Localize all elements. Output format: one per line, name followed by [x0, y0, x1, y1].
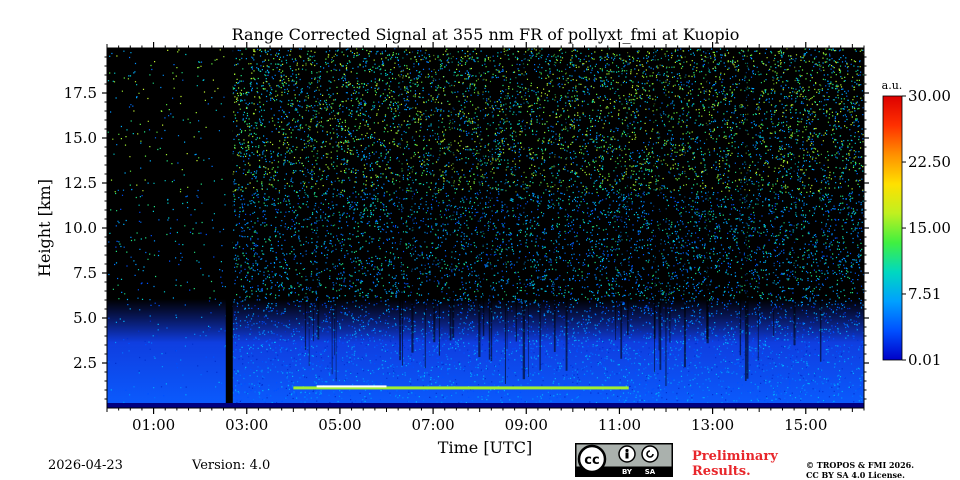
colorbar: a.u. 0.01 7.51 15.00 22.50 30.00	[882, 79, 951, 369]
profile-gap	[658, 48, 660, 351]
profile-gap	[522, 48, 526, 380]
y-tick-label: 12.5	[64, 174, 97, 192]
colorbar-gradient	[882, 95, 903, 361]
profile-gap	[438, 48, 441, 356]
profile-gap	[402, 48, 404, 366]
footer-date: 2026-04-23	[48, 458, 123, 473]
profile-gap	[665, 48, 667, 387]
preliminary-line-2: Results.	[692, 464, 751, 479]
cc-circle-icon	[577, 444, 607, 474]
profile-gap	[449, 48, 452, 341]
profile-gap	[739, 48, 742, 356]
profile-gap	[424, 48, 426, 369]
y-axis-label: Height [km]	[35, 179, 54, 277]
profile-gap	[433, 48, 436, 343]
profile-gap	[746, 48, 749, 379]
profile-gap	[819, 48, 822, 362]
preliminary-results-note: Preliminary Results.	[692, 449, 778, 479]
profile-gap	[335, 48, 337, 382]
profile-gap	[706, 48, 709, 344]
colorbar-tick-label: 22.50	[908, 153, 951, 171]
attribution-body	[625, 452, 629, 459]
y-axis: 2.5 5.0 7.5 10.0 12.5 15.0 17.5	[64, 56, 869, 400]
x-tick-label: 03:00	[225, 416, 268, 434]
profile-gap	[627, 48, 629, 336]
high-signal-layer	[293, 386, 629, 390]
profile-gap	[411, 48, 414, 353]
y-tick-label: 5.0	[73, 309, 97, 327]
profile-gap	[334, 48, 336, 356]
profile-gap	[744, 48, 747, 381]
y-tick-label: 10.0	[64, 219, 97, 237]
colorbar-tick-label: 7.51	[908, 285, 941, 303]
x-tick-label: 11:00	[598, 416, 641, 434]
profile-gap	[620, 48, 623, 359]
profile-gap	[478, 48, 481, 358]
profile-gap	[669, 48, 671, 343]
x-tick-label: 01:00	[132, 416, 175, 434]
x-tick-label: 09:00	[505, 416, 548, 434]
profile-gap	[506, 48, 508, 349]
profile-gap	[528, 48, 529, 378]
badge-sa-text: SA	[645, 468, 656, 476]
profile-gap	[504, 48, 506, 384]
x-tick-label: 15:00	[784, 416, 827, 434]
plot-content	[107, 48, 864, 408]
profile-gap	[773, 48, 775, 336]
copyright-note: © TROPOS & FMI 2026. CC BY SA 4.0 Licens…	[806, 460, 914, 480]
profile-gap	[539, 48, 541, 371]
profile-gap	[757, 48, 759, 361]
cc-logo-text: cc	[584, 453, 599, 468]
colorbar-tick-label: 30.00	[908, 87, 951, 105]
profile-gap	[482, 48, 485, 336]
share-alike-arc	[646, 450, 654, 458]
colorbar-unit-label: a.u.	[882, 79, 903, 92]
profile-gap	[399, 48, 402, 361]
profile-gap	[515, 48, 517, 342]
x-tick-label: 13:00	[691, 416, 734, 434]
signal-noise	[109, 48, 864, 194]
preliminary-line-1: Preliminary	[692, 449, 778, 464]
surface-strip	[107, 403, 864, 408]
profile-gap	[452, 48, 455, 338]
profile-gap	[553, 48, 556, 352]
profile-gap	[317, 48, 320, 340]
x-axis-label: Time [UTC]	[438, 438, 532, 457]
profile-gap	[793, 48, 796, 346]
y-tick-label: 2.5	[73, 354, 97, 372]
cc-license-badge[interactable]: cc BY SA	[575, 443, 673, 477]
profile-gap	[331, 48, 333, 375]
x-axis: 01:00 03:00 05:00 07:00 09:00 11:00 13:00 15:00	[106, 42, 865, 434]
profile-gap	[488, 48, 491, 360]
badge-by-text: BY	[622, 468, 633, 476]
y-tick-label: 15.0	[64, 129, 97, 147]
profile-gap	[654, 48, 655, 373]
profile-gap	[615, 48, 617, 341]
profile-gap	[304, 48, 307, 350]
profile-gap	[659, 48, 662, 370]
y-tick-label: 17.5	[64, 84, 97, 102]
signal-noise	[115, 300, 863, 408]
chart-title: Range Corrected Signal at 355 nm FR of p…	[231, 25, 740, 44]
x-tick-label: 05:00	[318, 416, 361, 434]
attribution-head	[625, 448, 629, 453]
profile-gap	[490, 48, 493, 361]
copyright-line-1: © TROPOS & FMI 2026.	[806, 460, 915, 470]
colorbar-tick-label: 15.00	[908, 219, 951, 237]
profile-gap	[565, 48, 568, 371]
x-tick-label: 07:00	[411, 416, 454, 434]
profile-gap	[308, 48, 310, 366]
colorbar-tick-label: 0.01	[908, 351, 941, 369]
share-alike-icon	[641, 445, 659, 463]
high-signal-core	[316, 385, 387, 388]
profile-gap	[683, 48, 686, 368]
y-tick-label: 7.5	[73, 264, 97, 282]
copyright-line-2: CC BY SA 4.0 License.	[806, 470, 905, 480]
data-gap-stripe	[225, 48, 233, 408]
boundary-layer-band	[107, 299, 864, 408]
footer-version: Version: 4.0	[192, 458, 271, 473]
profile-gap	[313, 48, 314, 342]
